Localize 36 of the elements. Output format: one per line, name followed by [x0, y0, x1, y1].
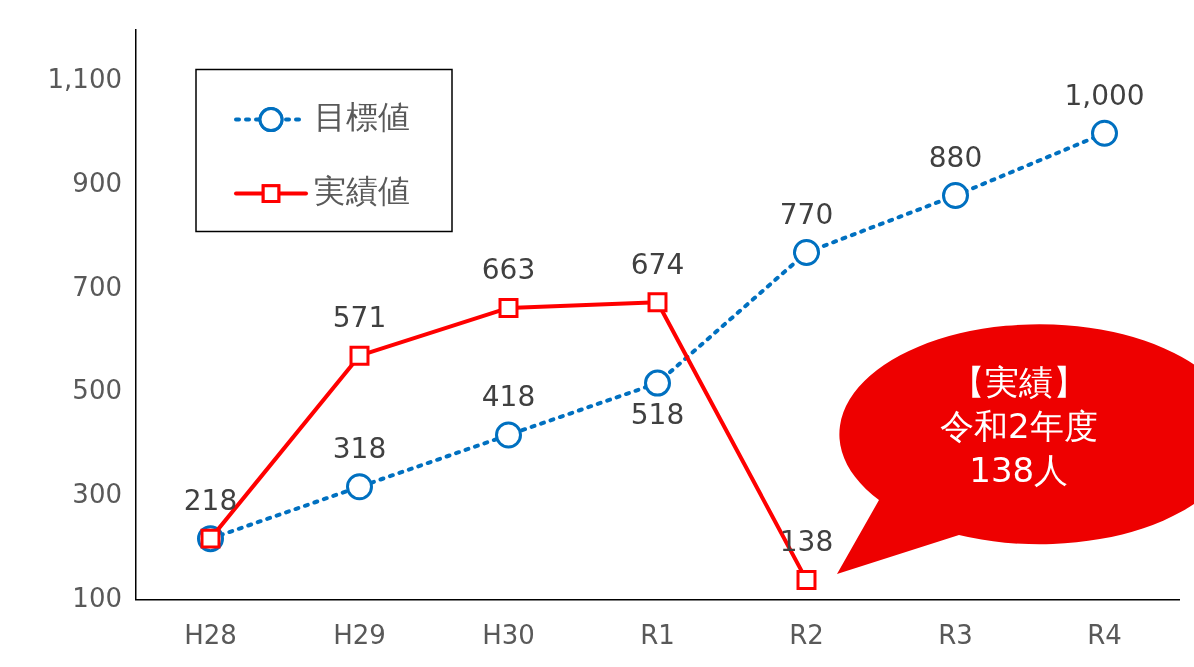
data-label: 880: [928, 140, 983, 174]
data-label: 770: [779, 197, 834, 231]
y-tick-label: 500: [72, 375, 122, 406]
point: [349, 345, 370, 366]
data-label: 218: [183, 483, 238, 517]
x-tick-label: H29: [333, 620, 386, 651]
point: [647, 292, 668, 313]
point: [942, 181, 969, 209]
data-label: 318: [332, 432, 387, 466]
x-tick-label: R3: [938, 620, 973, 651]
annotation: 【実績】令和2年度138人: [938, 360, 1099, 492]
x-tick-label: R4: [1087, 620, 1122, 651]
x-tick-label: H30: [482, 620, 535, 651]
point: [793, 239, 820, 266]
y-tick-label: 1,100: [47, 64, 122, 95]
y-tick-label: 300: [72, 478, 122, 509]
legend-label: 実績値: [314, 171, 410, 210]
y-tick-label: 900: [72, 167, 122, 198]
data-label: 674: [630, 247, 685, 281]
data-label: 418: [481, 380, 536, 414]
legend-label: 目標値: [314, 97, 410, 136]
data-label: 663: [481, 253, 536, 287]
data-label: 518: [630, 398, 685, 432]
data-label: 571: [332, 300, 387, 334]
point: [644, 369, 671, 397]
x-tick-label: R1: [640, 620, 675, 651]
data-label: 1,000: [1064, 78, 1145, 112]
point: [498, 297, 519, 318]
point: [346, 473, 373, 501]
point: [495, 421, 522, 449]
y-tick-label: 100: [72, 582, 122, 613]
x-tick-label: H28: [184, 620, 237, 651]
point: [796, 570, 817, 591]
x-tick-label: R2: [789, 620, 824, 651]
point: [1091, 119, 1118, 147]
y-tick-label: 700: [72, 271, 122, 302]
